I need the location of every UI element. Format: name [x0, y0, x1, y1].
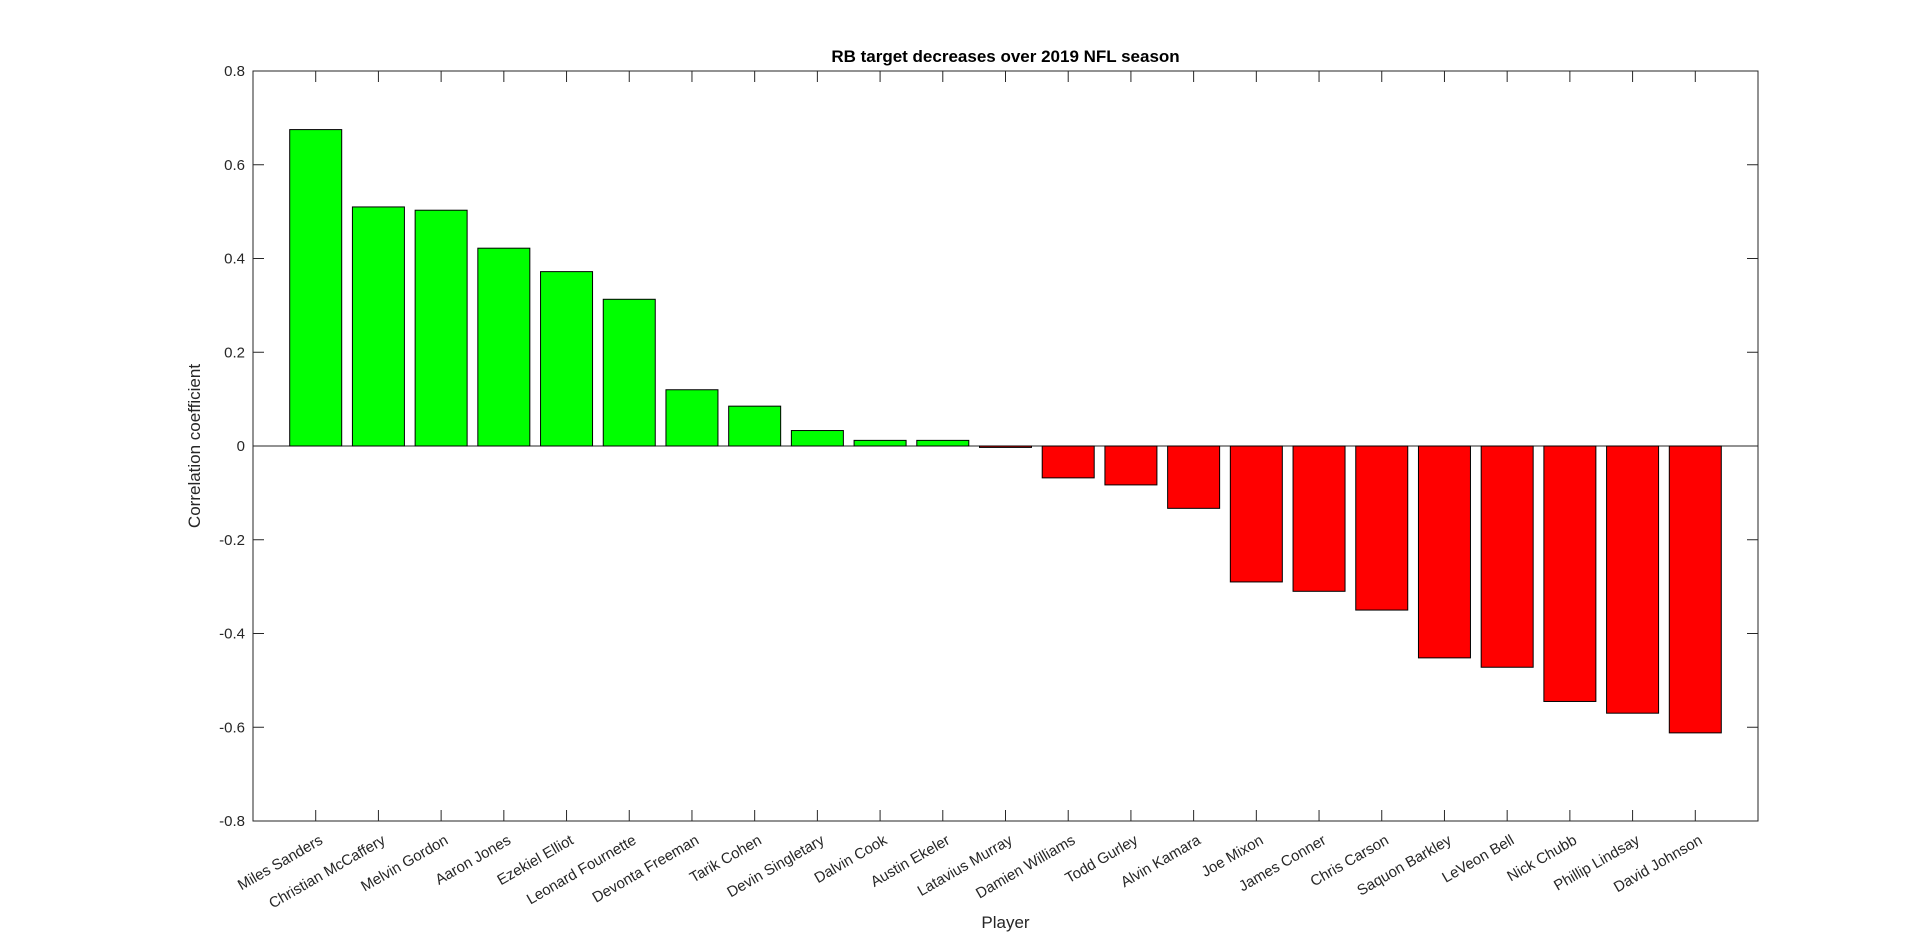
bar-aaron-jones — [477, 247, 531, 447]
bar-todd-gurley — [1104, 445, 1158, 486]
bar-phillip-lindsay — [1606, 445, 1660, 714]
bar-damien-williams — [1041, 445, 1095, 479]
bar-miles-sanders — [289, 129, 343, 447]
y-tick-label: 0.8 — [224, 63, 245, 80]
chart-title: RB target decreases over 2019 NFL season — [831, 47, 1179, 66]
bar-james-conner — [1292, 445, 1346, 592]
x-axis-label: Player — [981, 913, 1030, 932]
bar-leonard-fournette — [602, 298, 656, 447]
y-tick-label: -0.8 — [219, 813, 245, 830]
y-ticks-layer: 0.8 0.6 0.4 0.2 0 -0.2 -0.4 -0.6 -0.8 — [219, 63, 1758, 830]
bar-devonta-freeman — [665, 389, 719, 447]
bar-melvin-gordon — [414, 209, 468, 447]
bar-leveon-bell — [1480, 445, 1534, 668]
bar-devin-singletary — [790, 430, 844, 447]
bar-latavius-murray — [979, 445, 1032, 448]
y-tick-label: 0.2 — [224, 344, 245, 361]
y-tick-label: -0.4 — [219, 626, 245, 643]
y-tick-label: 0.6 — [224, 157, 245, 174]
bar-nick-chubb — [1543, 445, 1597, 702]
bar-alvin-kamara — [1167, 445, 1221, 509]
bar-chris-carson — [1355, 445, 1409, 611]
bar-austin-ekeler — [916, 439, 970, 447]
bar-ezekiel-elliot — [540, 271, 594, 447]
y-tick-label: -0.6 — [219, 719, 245, 736]
y-axis-label: Correlation coefficient — [185, 364, 204, 528]
y-tick-label: -0.2 — [219, 532, 245, 549]
bar-david-johnson — [1668, 445, 1722, 734]
y-tick-label: 0 — [237, 438, 245, 455]
y-tick-label: 0.4 — [224, 251, 245, 268]
bars-layer — [289, 129, 1722, 734]
bar-christian-mccaffery — [351, 206, 405, 447]
bar-joe-mixon — [1229, 445, 1283, 583]
bar-saquon-barkley — [1417, 445, 1471, 659]
bar-dalvin-cook — [853, 439, 907, 447]
bar-tarik-cohen — [728, 405, 782, 447]
